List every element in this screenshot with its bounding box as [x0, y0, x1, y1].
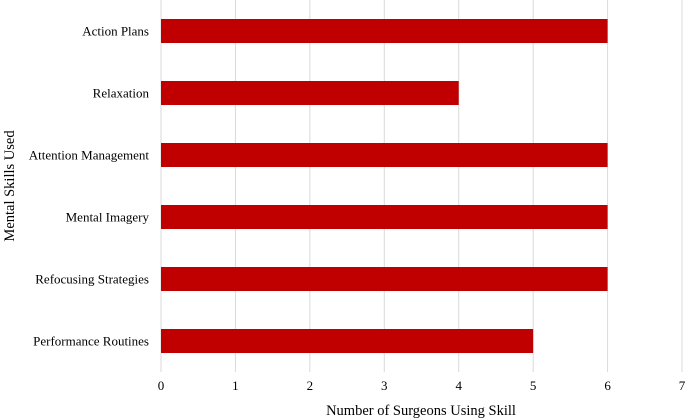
- bars: [161, 19, 608, 353]
- category-label: Performance Routines: [33, 334, 149, 349]
- category-label: Refocusing Strategies: [35, 272, 149, 287]
- x-tick-label: 4: [455, 378, 462, 393]
- bar-action-plans: [161, 19, 608, 43]
- x-tick-label: 2: [307, 378, 314, 393]
- category-label: Mental Imagery: [66, 210, 150, 225]
- bar-refocusing-strategies: [161, 267, 608, 291]
- x-tick-label: 1: [232, 378, 239, 393]
- category-label: Relaxation: [93, 86, 150, 101]
- x-tick-label: 6: [604, 378, 611, 393]
- bar-attention-management: [161, 143, 608, 167]
- x-tick-label: 0: [158, 378, 165, 393]
- x-tick-label: 3: [381, 378, 388, 393]
- bar-mental-imagery: [161, 205, 608, 229]
- gridlines: [160, 0, 683, 372]
- category-labels: Action Plans Relaxation Attention Manageme…: [29, 24, 150, 349]
- category-label: Attention Management: [29, 148, 150, 163]
- x-axis-title: Number of Surgeons Using Skill: [326, 403, 516, 419]
- category-label: Action Plans: [82, 24, 149, 39]
- x-tick-label: 7: [679, 378, 685, 393]
- y-axis-title: Mental Skills Used: [2, 130, 18, 242]
- bar-performance-routines: [161, 329, 534, 353]
- bar-relaxation: [161, 81, 459, 105]
- x-tick-labels: 0 1 2 3 4 5 6 7: [158, 378, 685, 393]
- x-tick-label: 5: [530, 378, 537, 393]
